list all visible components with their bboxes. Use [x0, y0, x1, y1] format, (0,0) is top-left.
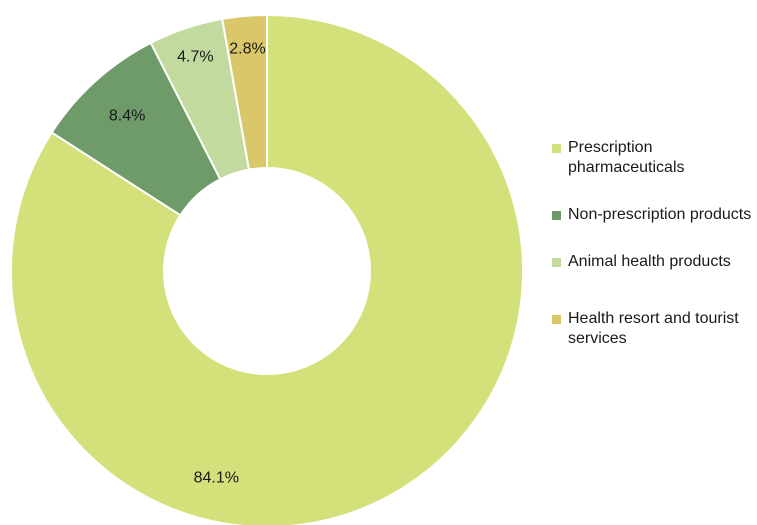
- legend-swatch: [552, 144, 561, 153]
- legend-swatch: [552, 258, 561, 267]
- legend-item-non-prescription: Non-prescription products: [548, 205, 753, 225]
- legend-label: Non-prescription products: [568, 206, 752, 223]
- slice-label-prescription-pharmaceuticals: 84.1%: [194, 469, 239, 486]
- legend-label: Animal health products: [568, 253, 731, 270]
- slice-health-resort-and-tourist-services: [221, 13, 268, 171]
- legend-item-prescription: Prescription pharmaceuticals: [548, 138, 753, 178]
- legend: Prescription pharmaceuticals Non-prescri…: [548, 138, 753, 376]
- legend-swatch: [552, 315, 561, 324]
- legend-swatch: [552, 211, 561, 220]
- legend-item-health-resort: Health resort and tourist services: [548, 309, 753, 349]
- legend-label: Prescription pharmaceuticals: [568, 139, 685, 176]
- donut-chart: 84.1% 8.4% 4.7% 2.8%: [10, 13, 524, 525]
- legend-label: Health resort and tourist services: [568, 310, 739, 347]
- slice-prescription-pharmaceuticals: [10, 13, 524, 525]
- slice-label-animal-health-products: 4.7%: [177, 49, 213, 66]
- legend-item-animal-health: Animal health products: [548, 252, 753, 272]
- slice-label-health-resort-and-tourist-services: 2.8%: [229, 41, 265, 58]
- slice-label-non-prescription-products: 8.4%: [109, 108, 145, 125]
